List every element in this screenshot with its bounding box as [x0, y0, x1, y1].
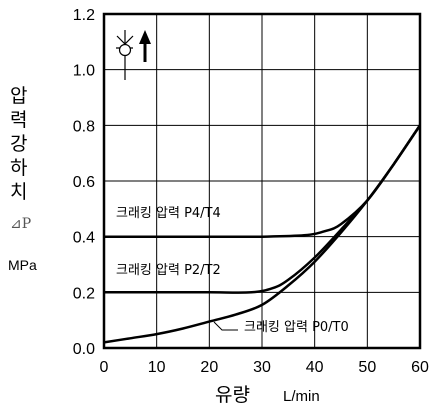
- x-tick-label: 40: [306, 359, 324, 376]
- x-tick-label: 60: [411, 359, 429, 376]
- x-tick-label: 10: [148, 359, 166, 376]
- series-line-2: [103, 124, 422, 239]
- y-tick-label: 0.2: [73, 285, 95, 302]
- grid-lines: [104, 14, 420, 348]
- y-tick-label: 1.2: [73, 7, 95, 24]
- label-p0-t0: 크래킹 압력 P0/T0: [244, 320, 349, 335]
- y-tick-label: 0.6: [73, 174, 95, 191]
- x-axis-label: 유량 L/min: [215, 384, 320, 406]
- x-tick-label: 0: [100, 359, 109, 376]
- y-tick-label: 1.0: [73, 63, 95, 80]
- curve-labels: 크래킹 압력 P4/T4 크래킹 압력 P2/T2 크래킹 압력 P0/T0: [116, 206, 349, 335]
- plot-frame: [102, 12, 422, 350]
- y-axis-label: 압 력 강 하 치 ⊿P MPa: [8, 85, 37, 273]
- curves: [103, 124, 422, 344]
- y-axis-label-char: 압: [10, 85, 27, 107]
- y-axis-label-char: 치: [10, 181, 27, 203]
- y-tick-label: 0.0: [73, 341, 95, 358]
- x-tick-label: 30: [253, 359, 271, 376]
- y-tick-label: 0.8: [73, 118, 95, 135]
- x-tick-labels: 0 10 20 30 40 50 60: [100, 359, 429, 376]
- label-p2-t2: 크래킹 압력 P2/T2: [116, 263, 221, 278]
- y-axis-label-char: 강: [10, 133, 27, 155]
- x-tick-label: 50: [358, 359, 376, 376]
- x-axis-label-unit: L/min: [283, 388, 320, 405]
- x-tick-label: 20: [200, 359, 218, 376]
- y-tick-labels: 0.0 0.2 0.4 0.6 0.8 1.0 1.2: [73, 7, 95, 358]
- y-axis-symbol: ⊿P: [10, 216, 31, 232]
- y-axis-label-char: 하: [10, 157, 27, 179]
- label-p0-leader: [213, 321, 238, 331]
- check-valve-symbol-icon: [116, 30, 151, 80]
- y-axis-label-char: 력: [10, 109, 27, 131]
- y-axis-unit: MPa: [8, 257, 37, 273]
- x-axis-label-main: 유량: [215, 384, 250, 406]
- y-tick-label: 0.4: [73, 230, 95, 247]
- label-p4-t4: 크래킹 압력 P4/T4: [116, 206, 221, 221]
